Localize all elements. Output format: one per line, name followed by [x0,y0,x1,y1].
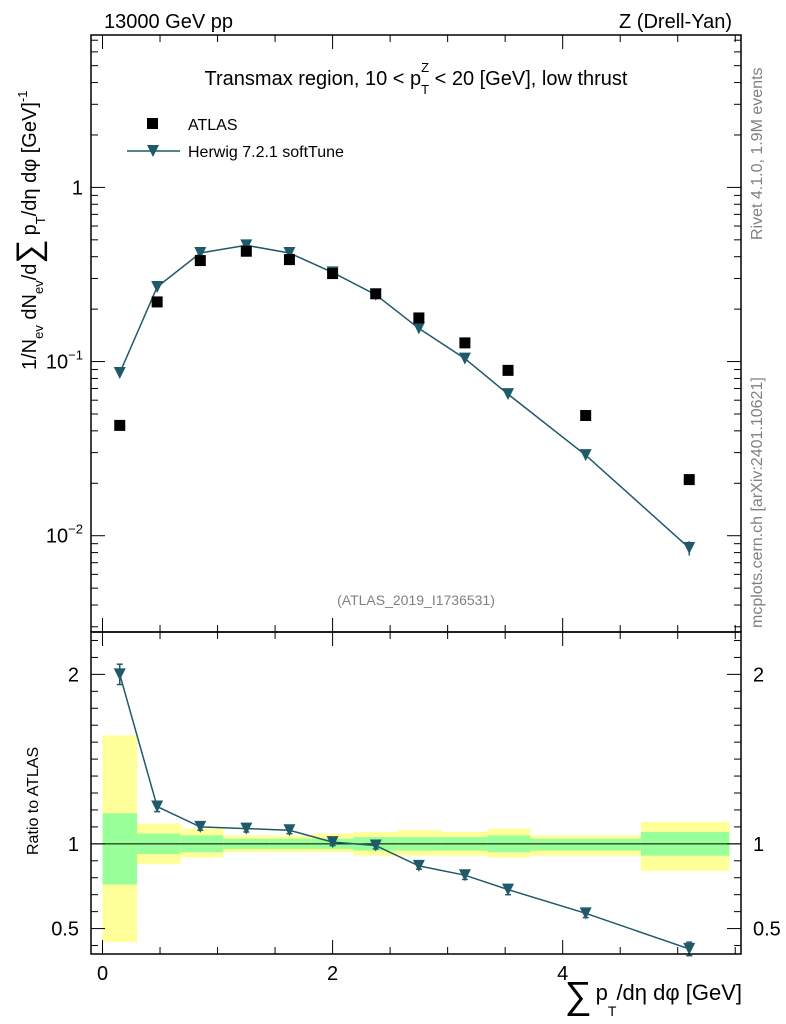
legend-marker-herwig [147,145,159,157]
plot-title: Transmax region, 10 < pTZ < 20 [GeV], lo… [205,60,628,97]
atlas-point [413,312,425,324]
herwig-point [283,247,296,260]
ratio-point [113,668,126,681]
ratio-herwig-line [119,674,690,950]
xlabel-sum: ∑ [565,975,592,1017]
ratio-tick-labels: 0.5 0.5 1 1 2 2 0 2 4 [51,664,781,985]
herwig-point [113,366,126,379]
title-prefix: Transmax region, 10 < p [205,68,422,90]
ylabel-d-sub: T [33,216,48,224]
ratio-band-inner [102,813,138,885]
ratio-panel: 0.5 0.5 1 1 2 2 0 2 4 Ratio to ATLAS ∑ pT/dη dφ [… [25,631,781,1019]
atlas-point [370,288,382,300]
title-suffix: < 20 [GeV], low thrust [429,68,628,90]
ratio-point [240,822,253,835]
herwig-point [412,322,425,335]
main-data-series [114,245,695,486]
ratio-mc-series [113,663,696,957]
atlas-point [283,254,295,266]
main-y-tick-exp: −2 [68,522,83,537]
ratio-y-axis-label: Ratio to ATLAS [25,747,42,855]
herwig-point [194,247,207,260]
analysis-label: (ATLAS_2019_I1736531) [337,592,495,608]
atlas-point [580,410,592,422]
atlas-point [683,474,695,486]
ratio-axis-ticks [91,632,741,954]
herwig-point [579,449,592,462]
legend-label-herwig: Herwig 7.2.1 softTune [188,144,344,161]
ylabel-a: 1/N [19,339,41,370]
main-y-tick-label: 10−2 [46,522,83,548]
atlas-point [502,364,514,376]
ratio-y-tick-label-left: 1 [68,834,79,856]
ylabel-c: /d [19,264,41,281]
ratio-point [502,883,515,896]
ratio-point [412,859,425,872]
herwig-point [683,542,696,555]
ratio-point [283,824,296,837]
rivet-label: Rivet 4.1.0, 1.9M events [749,67,766,240]
title-sup: Z [421,60,429,75]
legend-label-atlas: ATLAS [188,117,238,134]
herwig-point [502,388,515,401]
x-tick-label: 4 [557,963,568,985]
ratio-y-tick-label-right: 0.5 [753,919,781,941]
source-label: mcplots.cern.ch [arXiv:2401.10621] [749,377,766,628]
main-panel: 10−210−11 Transmax region, 10 < pTZ < 20… [10,34,742,633]
atlas-point [459,337,471,349]
title-sub: T [421,82,429,97]
atlas-point [114,419,126,431]
main-y-tick-base: 10 [46,352,68,374]
ratio-plot-frame [90,631,742,955]
atlas-point [151,296,163,308]
herwig-line [119,244,690,549]
ylabel-e: /dη dφ [GeV] [19,102,41,216]
main-y-tick-base: 1 [72,177,83,199]
main-mc-series [113,239,696,556]
ratio-point [369,839,382,852]
main-y-tick-labels: 10−210−11 [46,177,83,547]
ylabel-b-sub: ev [31,280,46,294]
herwig-point [240,239,253,252]
atlas-point [327,268,339,280]
main-y-tick-label: 10−1 [46,348,83,374]
x-tick-label: 2 [327,963,338,985]
ratio-y-tick-label-left: 2 [68,664,79,686]
ratio-band-inner [530,838,641,851]
main-y-axis-label: 1/Nev dNev/d∑pT/dη dφ [GeV]-1 [10,91,48,370]
xlabel-rest: /dη dφ [GeV] [616,980,742,1005]
ratio-y-tick-label-left: 0.5 [51,919,79,941]
ratio-point [579,907,592,920]
ratio-y-tick-label-right: 1 [753,834,764,856]
herwig-point [458,352,471,365]
ratio-uncertainty-bands [102,735,730,943]
x-axis-label: ∑ pT/dη dφ [GeV] [565,975,742,1019]
legend: ATLAS Herwig 7.2.1 softTune [127,117,344,161]
ylabel-d: p [19,224,41,235]
ratio-y-tick-label-right: 2 [753,664,764,686]
main-y-tick-base: 10 [46,526,68,548]
ylabel-b: dN [19,294,41,325]
process-label: Z (Drell-Yan) [619,11,732,33]
main-y-tick-label: 1 [72,177,83,199]
main-axis-ticks [91,35,741,632]
ratio-point [326,836,339,849]
ylabel-a-sub: ev [31,325,46,339]
atlas-point [194,255,206,267]
xlabel-sub: T [608,1003,617,1019]
atlas-point [240,245,252,257]
main-y-tick-exp: −1 [68,348,83,363]
legend-marker-atlas [147,118,158,129]
ratio-point [683,942,696,955]
xlabel-p: p [596,980,608,1005]
ratio-point [194,820,207,833]
energy-label: 13000 GeV pp [104,11,233,33]
herwig-point [151,280,164,293]
ylabel-sum: ∑ [10,239,48,263]
ratio-point [151,800,164,813]
ratio-point [458,869,471,882]
ylabel-e-sup: -1 [15,91,30,103]
x-tick-label: 0 [97,963,108,985]
